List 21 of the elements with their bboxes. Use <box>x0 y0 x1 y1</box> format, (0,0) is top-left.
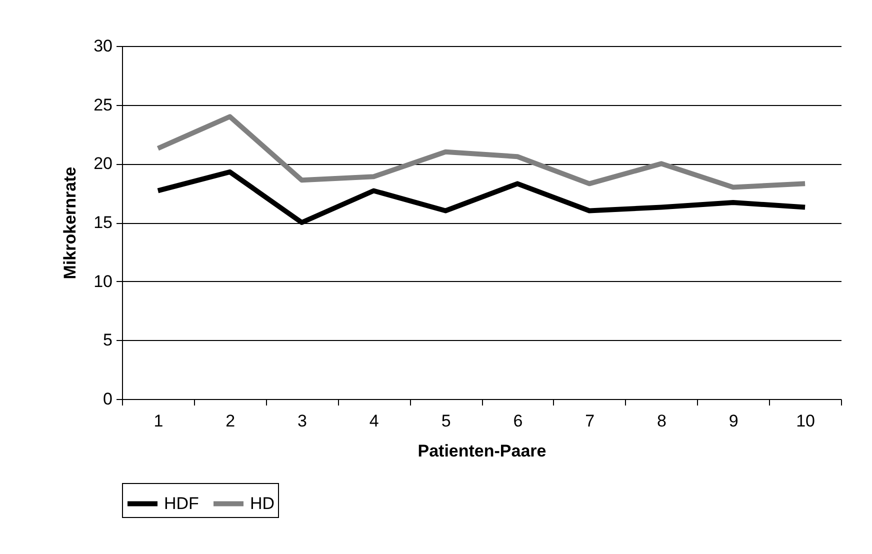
x-tick-label: 1 <box>154 412 164 430</box>
y-tick-label: 20 <box>94 154 112 174</box>
x-tick-label: 9 <box>728 412 738 430</box>
legend-label: HD <box>250 494 275 513</box>
y-tick-label: 0 <box>103 390 112 408</box>
x-tick-label: 7 <box>585 412 595 430</box>
x-tick-label: 10 <box>796 412 816 430</box>
x-tick-label: 3 <box>298 412 307 430</box>
x-tick-label: 4 <box>369 412 379 430</box>
legend-label: HDF <box>164 494 199 513</box>
y-tick-label: 10 <box>94 272 112 291</box>
x-tick-label: 2 <box>226 412 236 430</box>
y-axis-title: Mikrokernrate <box>60 166 80 280</box>
x-tick-label: 5 <box>441 412 451 430</box>
y-tick-label: 30 <box>94 36 112 56</box>
y-tick-label: 25 <box>94 95 112 114</box>
x-axis-title: Patienten-Paare <box>418 442 546 460</box>
y-tick-label: 15 <box>94 213 112 232</box>
y-tick-label: 5 <box>103 330 112 350</box>
x-tick-label: 6 <box>513 412 523 430</box>
x-tick-label: 8 <box>657 412 666 430</box>
